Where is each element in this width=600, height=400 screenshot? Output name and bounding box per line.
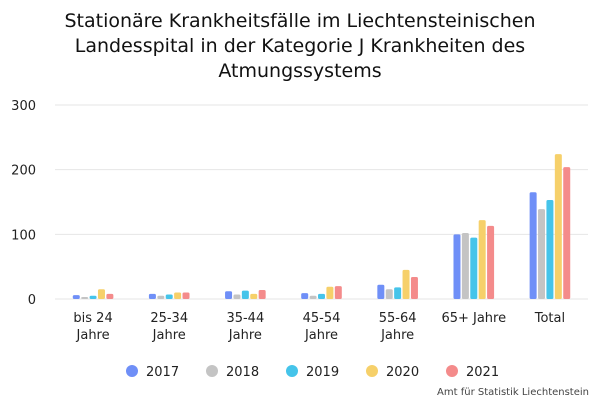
- legend-label: 2019: [306, 365, 339, 380]
- x-tick-label: Jahre: [152, 328, 186, 343]
- legend-label: 2018: [226, 365, 259, 380]
- bar-2020-category-2: [174, 292, 182, 299]
- bar-2020-category-1: [97, 289, 105, 299]
- bar-2017-category-2: [148, 293, 156, 299]
- gridlines: [55, 104, 588, 300]
- bar-2017-category-3: [225, 291, 233, 299]
- legend-marker: [286, 365, 298, 377]
- bar-2019-category-1: [89, 295, 97, 299]
- bar-2017-category-4: [301, 293, 309, 299]
- x-tick-label: Jahre: [380, 328, 414, 343]
- legend-item-2019: 2019: [286, 365, 339, 380]
- source-note: Amt für Statistik Liechtenstein: [437, 387, 589, 398]
- chart-title-line-2: Landesspital in der Kategorie J Krankhei…: [75, 35, 525, 57]
- legend-item-2021: 2021: [446, 365, 499, 380]
- bar-2018-category-6: [461, 233, 469, 299]
- bar-2021-category-3: [258, 289, 266, 299]
- bar-2018-category-1: [81, 297, 89, 299]
- chart-title-line-1: Stationäre Krankheitsfälle im Liechtenst…: [64, 10, 535, 32]
- legend-label: 2021: [466, 365, 499, 380]
- bar-2020-category-6: [478, 220, 486, 299]
- bar-2020-category-4: [326, 286, 334, 299]
- bar-2020-category-3: [250, 293, 258, 299]
- legend-item-2018: 2018: [206, 365, 259, 380]
- bar-2018-category-4: [309, 295, 317, 299]
- bar-2019-category-5: [394, 287, 402, 299]
- legend-marker: [366, 365, 378, 377]
- bar-2018-category-2: [157, 295, 165, 299]
- legend-item-2020: 2020: [366, 365, 419, 380]
- x-tick-label: Jahre: [76, 328, 110, 343]
- y-tick-label: 100: [11, 228, 36, 243]
- legend-marker: [126, 365, 138, 377]
- x-tick-label: 55-64: [379, 311, 417, 326]
- x-tick-label: 65+ Jahre: [441, 311, 506, 326]
- bar-2021-category-1: [106, 293, 114, 299]
- bar-2021-category-2: [182, 292, 190, 299]
- chart-title: Stationäre Krankheitsfälle im Liechtenst…: [64, 10, 535, 82]
- x-tick-label: Jahre: [304, 328, 338, 343]
- bar-2019-category-7: [546, 200, 554, 299]
- legend-label: 2017: [146, 365, 179, 380]
- bar-2019-category-4: [318, 293, 325, 299]
- bar-2021-category-6: [487, 225, 495, 299]
- bar-2017-category-7: [529, 192, 537, 299]
- bar-2019-category-3: [241, 290, 249, 299]
- y-tick-label: 200: [11, 164, 36, 179]
- x-tick-label: bis 24: [73, 311, 112, 326]
- x-tick-label: 45-54: [303, 311, 341, 326]
- bar-2018-category-3: [233, 294, 241, 299]
- x-tick-label: Total: [534, 311, 565, 326]
- bars: [72, 154, 571, 299]
- legend-label: 2020: [386, 365, 419, 380]
- bar-2020-category-7: [554, 154, 562, 299]
- y-axis-tick-labels: 0 100 200 300: [11, 99, 36, 308]
- legend-item-2017: 2017: [126, 365, 179, 380]
- bar-2021-category-4: [334, 286, 342, 299]
- bar-2018-category-5: [385, 289, 393, 299]
- x-tick-label: Jahre: [228, 328, 262, 343]
- x-tick-label: 35-44: [226, 311, 264, 326]
- bar-2017-category-1: [72, 295, 80, 299]
- legend: 2017 2018 2019 2020 2021: [126, 365, 499, 380]
- bar-2018-category-7: [538, 209, 546, 299]
- bar-2019-category-6: [470, 237, 478, 299]
- legend-marker: [446, 365, 458, 377]
- y-tick-label: 0: [28, 293, 36, 308]
- bar-2020-category-5: [402, 269, 410, 299]
- bar-2019-category-2: [165, 294, 173, 299]
- x-tick-label: 25-34: [150, 311, 188, 326]
- chart-title-line-3: Atmungssystems: [218, 60, 381, 82]
- bar-2017-category-5: [377, 284, 385, 299]
- legend-marker: [206, 365, 218, 377]
- bar-2021-category-7: [563, 167, 571, 299]
- x-axis-tick-labels: bis 24 Jahre 25-34 Jahre 35-44 Jahre 45-54 Jahr…: [73, 311, 565, 343]
- bar-2021-category-5: [410, 277, 418, 299]
- y-tick-label: 300: [11, 99, 36, 114]
- bar-2017-category-6: [453, 234, 461, 299]
